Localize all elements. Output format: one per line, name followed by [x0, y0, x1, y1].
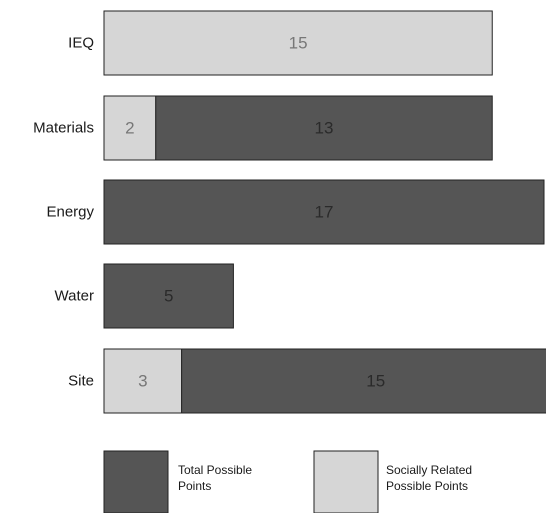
bar-total-materials — [155, 95, 493, 161]
legend-label-total-line2: Points — [178, 479, 211, 493]
legend: Total Possible Points Socially Related P… — [103, 450, 472, 513]
bar-value-social-materials: 2 — [125, 119, 134, 138]
legend-swatch-social — [313, 450, 379, 513]
legend-label-social-line2: Possible Points — [386, 479, 468, 493]
bar-value-total-water: 5 — [164, 287, 173, 306]
category-label-materials: Materials — [33, 120, 94, 137]
bar-total-water — [103, 263, 234, 329]
category-label-ieq: IEQ — [68, 35, 94, 52]
legend-label-social-line1: Socially Related — [386, 463, 472, 477]
legend-label-total-line1: Total Possible — [178, 463, 252, 477]
bar-total-energy — [103, 179, 545, 245]
bar-value-social-ieq: 15 — [289, 34, 308, 53]
category-labels: IEQ Materials Energy Water Site — [33, 35, 94, 390]
bar-social-materials — [103, 95, 157, 161]
bar-value-social-site: 3 — [138, 372, 147, 391]
category-label-site: Site — [68, 373, 94, 390]
bar-total-site — [181, 348, 546, 414]
category-label-energy: Energy — [46, 204, 94, 221]
legend-swatch-total — [103, 450, 169, 513]
bar-social-site — [103, 348, 183, 414]
bar-value-total-site: 15 — [366, 372, 385, 391]
category-label-water: Water — [55, 288, 94, 305]
bar-value-total-energy: 17 — [315, 203, 334, 222]
bars: 15 2 13 17 5 3 15 — [103, 10, 546, 414]
bar-social-ieq — [103, 10, 493, 76]
bar-value-total-materials: 13 — [315, 119, 334, 138]
